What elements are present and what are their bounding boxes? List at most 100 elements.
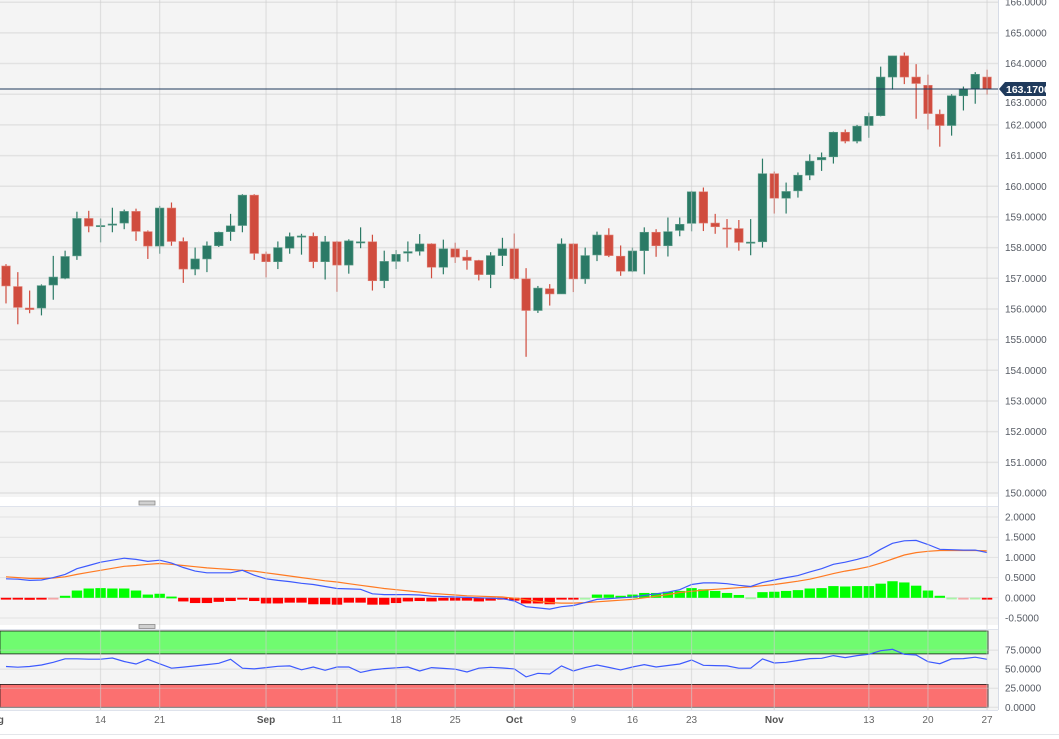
- candle: [214, 231, 224, 247]
- candle: [746, 219, 756, 256]
- histogram-bar: [119, 588, 130, 598]
- macd-pane[interactable]: 2.0000 1.5000 1.0000 0.5000 0.0000 -0.5000: [0, 507, 1039, 625]
- histogram-bar: [296, 597, 307, 603]
- histogram-bar: [36, 597, 47, 600]
- candle-body: [190, 258, 200, 270]
- candle: [757, 158, 768, 248]
- rsi-tick-label: 75.0000: [1005, 646, 1042, 657]
- histogram-bar: [59, 595, 71, 598]
- candle-body: [72, 218, 82, 257]
- candle: [344, 239, 354, 274]
- histogram-bar: [910, 585, 922, 598]
- candle: [734, 219, 744, 251]
- histogram-bar: [946, 597, 957, 600]
- macd-tick-label: 1.5000: [1005, 533, 1036, 544]
- price-axis[interactable]: 166.0000 165.0000 164.0000 163.0000 162.0000…: [1005, 0, 1047, 500]
- candle-body: [84, 218, 94, 227]
- candle: [651, 229, 661, 257]
- macd-pane-background: [0, 507, 998, 625]
- price-pane[interactable]: 166.0000 165.0000 164.0000 163.0000 162.0000…: [0, 0, 1047, 500]
- candle-body: [344, 240, 354, 266]
- histogram-bar: [970, 597, 981, 600]
- candle-body: [107, 223, 117, 226]
- histogram-bar: [249, 597, 260, 602]
- histogram-bar: [875, 583, 886, 598]
- histogram-bar: [379, 597, 390, 605]
- candle: [355, 227, 366, 249]
- candle: [592, 231, 602, 262]
- candle-body: [710, 222, 720, 228]
- candle: [84, 210, 94, 233]
- rsi-pane[interactable]: 75.0000 50.0000 25.0000 0.0000: [0, 630, 1042, 714]
- histogram-bar: [272, 597, 284, 604]
- histogram-bar: [189, 597, 201, 604]
- histogram-bar: [130, 590, 142, 598]
- rsi-tick-label: 0.0000: [1005, 703, 1036, 714]
- histogram-bar: [603, 594, 615, 598]
- rsi-line: [5, 648, 988, 678]
- histogram-bar: [792, 590, 804, 598]
- rsi-axis[interactable]: 75.0000 50.0000 25.0000 0.0000: [1005, 646, 1042, 714]
- histogram-bar: [473, 597, 484, 602]
- candle-body: [616, 255, 626, 272]
- candle-body: [935, 113, 945, 126]
- price-tick-label: 156.0000: [1005, 304, 1047, 315]
- candle: [60, 250, 70, 280]
- candle-body: [651, 231, 661, 247]
- signal-line: [5, 549, 988, 604]
- time-gridlines: [99, 0, 988, 710]
- candle: [48, 255, 58, 300]
- drag-handle-icon[interactable]: [138, 500, 156, 506]
- candle-body: [36, 285, 47, 309]
- candle-body: [355, 241, 366, 244]
- candle: [166, 202, 177, 246]
- candle: [486, 252, 496, 289]
- histogram-bar: [367, 597, 378, 605]
- candle: [698, 187, 708, 232]
- time-tick-label: 20: [922, 715, 934, 726]
- candle-body: [946, 95, 957, 126]
- candle: [604, 228, 614, 258]
- candle: [876, 66, 886, 117]
- candle: [828, 131, 838, 164]
- price-pane-background: [0, 0, 998, 497]
- histogram-bar: [83, 588, 94, 598]
- price-tick-label: 163.0000: [1005, 98, 1047, 109]
- histogram-bar: [710, 590, 721, 598]
- pane-resize-handle-1[interactable]: [138, 500, 156, 506]
- candle-body: [580, 255, 590, 280]
- candle-body: [438, 248, 448, 268]
- time-tick-label: 9: [571, 715, 577, 726]
- candle: [131, 208, 141, 241]
- histogram-bar: [816, 588, 827, 598]
- price-tick-label: 162.0000: [1005, 120, 1047, 131]
- drag-handle-icon[interactable]: [138, 624, 156, 629]
- histogram-bar: [426, 597, 437, 602]
- candle-body: [131, 211, 141, 232]
- histogram-bar: [851, 586, 863, 598]
- macd-axis[interactable]: 2.0000 1.5000 1.0000 0.5000 0.0000 -0.5000: [1005, 513, 1039, 625]
- time-tick-label: 27: [981, 715, 993, 726]
- candle-body: [781, 191, 791, 199]
- price-tick-label: 153.0000: [1005, 396, 1047, 407]
- candle-body: [828, 131, 838, 158]
- pane-resize-handle-2[interactable]: [138, 624, 156, 629]
- histogram-bar: [544, 597, 555, 605]
- candle-body: [805, 160, 815, 176]
- candle: [237, 194, 248, 233]
- candle-body: [722, 227, 732, 230]
- price-tick-label: 164.0000: [1005, 59, 1047, 70]
- candle: [852, 124, 862, 144]
- candle-body: [379, 261, 389, 282]
- candle-body: [237, 194, 248, 226]
- candle: [533, 285, 543, 313]
- time-axis[interactable]: Aug 14 21 Sep 11 18 25 Oct 9 16 23 Nov 13 20 27: [0, 715, 993, 726]
- candle: [474, 259, 484, 281]
- price-tick-label: 161.0000: [1005, 151, 1047, 162]
- candle-body: [13, 286, 23, 308]
- candle: [225, 213, 236, 241]
- candle-body: [816, 157, 827, 161]
- candle: [580, 247, 590, 284]
- candle: [273, 241, 283, 270]
